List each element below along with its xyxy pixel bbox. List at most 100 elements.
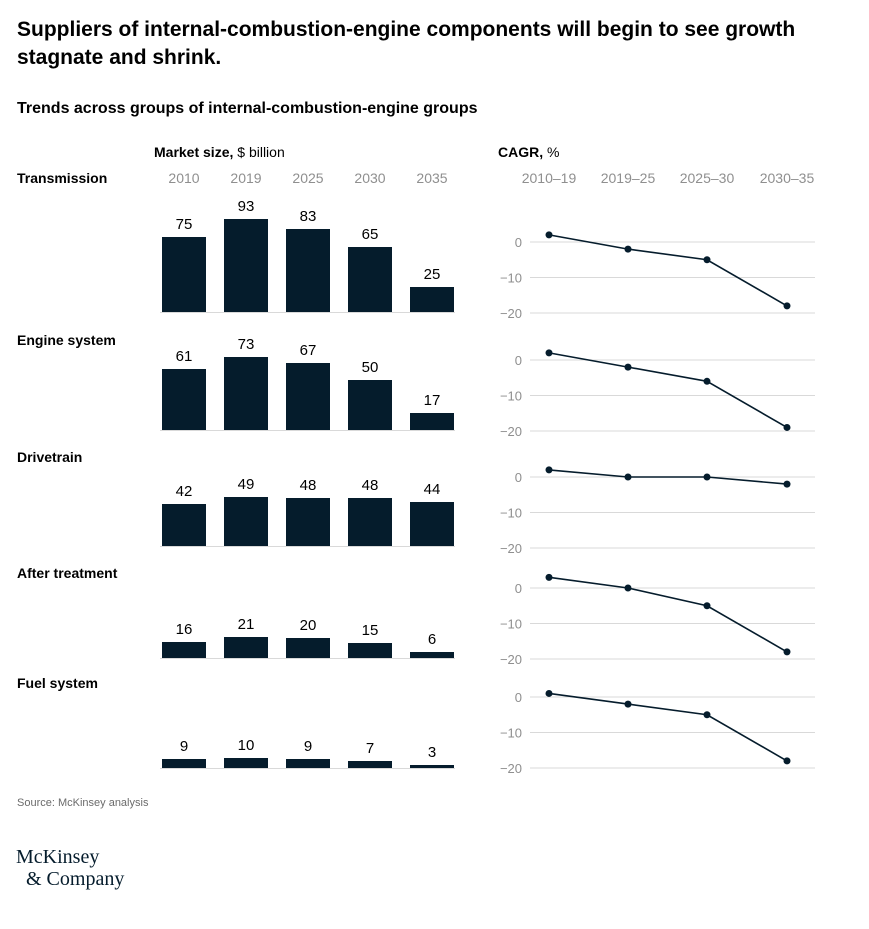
cagr-label: CAGR, % [498,144,559,160]
bar-value-label: 44 [424,481,441,498]
cagr-label-bold: CAGR, [498,144,544,160]
cagr-line [548,352,788,429]
bar [224,497,268,546]
bar-value-label: 15 [362,622,379,639]
cagr-tick-label: −20 [500,424,522,439]
bar-value-label: 67 [300,342,317,359]
row-label: Drivetrain [17,449,82,465]
cagr-point [783,302,791,310]
bar [348,761,392,768]
cagr-point [703,711,711,719]
bar-value-label: 6 [428,631,436,648]
bar-value-label: 75 [176,216,193,233]
row-label: Engine system [17,332,116,348]
bar [286,229,330,312]
bar [162,369,206,430]
bar [162,642,206,658]
cagr-tick-label: −10 [500,271,522,286]
cagr-point [703,602,711,610]
cagr-tick-label: 0 [515,581,522,596]
bar-year-label: 2019 [230,170,261,186]
bar-value-label: 73 [238,336,255,353]
bar [348,247,392,312]
bar-value-label: 10 [238,737,255,754]
cagr-period-label: 2010–19 [522,170,577,186]
cagr-point [545,349,553,357]
cagr-point [783,648,791,656]
row-label: Fuel system [17,675,98,691]
bar [224,219,268,312]
cagr-point [703,473,711,481]
row-label: Transmission [17,170,107,186]
cagr-tick-label: 0 [515,353,522,368]
bar [410,287,454,312]
cagr-tick-label: −10 [500,506,522,521]
bar [224,357,268,430]
bar-value-label: 48 [362,477,379,494]
bar-year-label: 2035 [416,170,447,186]
chart-canvas: 2010 2019 2025 2030 2035 2010–19 2019–25 2025–3… [17,170,815,776]
cagr-tick-label: −20 [500,652,522,667]
cagr-line [548,692,788,762]
cagr-line [548,469,788,485]
bar-value-label: 16 [176,621,193,638]
bar [286,638,330,658]
cagr-period-label: 2025–30 [680,170,735,186]
bar [348,643,392,658]
bar-year-label: 2010 [168,170,199,186]
bar-value-label: 83 [300,208,317,225]
cagr-point [545,689,553,697]
cagr-label-unit: % [543,144,560,160]
bar-value-label: 20 [300,617,317,634]
cagr-period-label: 2019–25 [601,170,656,186]
bar-year-label: 2030 [354,170,385,186]
bar [224,758,268,768]
bar-value-label: 9 [180,738,188,755]
bar [348,498,392,546]
bar-value-label: 50 [362,359,379,376]
cagr-tick-label: −20 [500,306,522,321]
cagr-point [624,584,632,592]
bar [410,652,454,658]
bar [162,504,206,546]
bar [162,759,206,768]
cagr-line [548,576,788,653]
cagr-tick-label: 0 [515,470,522,485]
cagr-tick-label: −10 [500,726,522,741]
mckinsey-logo: McKinsey & Company [16,846,124,890]
bar-value-label: 3 [428,744,436,761]
cagr-period-label: 2030–35 [760,170,815,186]
bar-value-label: 21 [238,616,255,633]
market-size-label: Market size, $ billion [154,144,285,160]
bar-value-label: 48 [300,477,317,494]
cagr-tick-label: −20 [500,541,522,556]
chart-title: Suppliers of internal-combustion-engine … [17,18,796,69]
bar [410,765,454,768]
bar [410,502,454,546]
bar-value-label: 25 [424,266,441,283]
market-size-label-unit: $ billion [233,144,285,160]
bar [286,363,330,430]
bar-value-label: 9 [304,738,312,755]
cagr-tick-label: −10 [500,389,522,404]
cagr-point [783,423,791,431]
cagr-point [703,256,711,264]
bar [348,380,392,430]
bar [286,498,330,546]
cagr-tick-label: −20 [500,761,522,776]
bar-value-label: 7 [366,740,374,757]
bar [162,237,206,312]
cagr-point [624,473,632,481]
cagr-point [624,363,632,371]
bar-value-label: 17 [424,392,441,409]
bar-value-label: 61 [176,348,193,365]
cagr-tick-label: 0 [515,690,522,705]
logo-line-1: McKinsey [16,846,100,868]
bar-value-label: 93 [238,198,255,215]
cagr-point [624,700,632,708]
bar [410,413,454,430]
row-label: After treatment [17,565,118,581]
cagr-point [783,757,791,765]
source-note: Source: McKinsey analysis [17,797,149,809]
chart-subtitle: Trends across groups of internal-combust… [17,100,478,117]
